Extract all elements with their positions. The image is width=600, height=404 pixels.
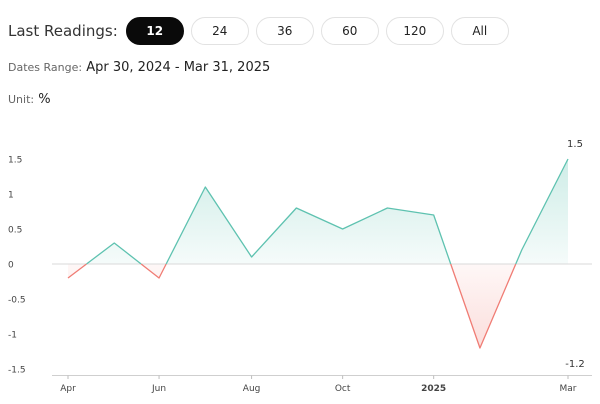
x-tick-label: Apr — [60, 384, 76, 394]
range-pill-12[interactable]: 12 — [125, 17, 184, 45]
x-tick-label: 2025 — [421, 384, 446, 394]
positive-area-3 — [166, 187, 451, 264]
x-tick-label: Aug — [243, 384, 261, 394]
negative-area-4 — [450, 264, 516, 348]
negative-line-2 — [140, 263, 167, 279]
range-pill-24[interactable]: 24 — [190, 17, 249, 45]
negative-area-2 — [141, 264, 167, 278]
positive-line-5 — [515, 158, 569, 265]
x-tick-label: Jun — [151, 384, 166, 394]
range-selector: 12 24 36 60 120 All — [125, 17, 516, 45]
negative-line-4 — [450, 263, 517, 349]
range-pill-all[interactable]: All — [450, 17, 509, 45]
max-value-label: 1.5 — [567, 139, 583, 150]
y-tick-label: 1 — [8, 191, 14, 201]
dates-range: Dates Range: Apr 30, 2024 - Mar 31, 2025 — [8, 60, 270, 75]
x-tick-label: Oct — [335, 384, 351, 394]
y-tick-label: 0 — [8, 261, 14, 271]
y-tick-label: -1 — [8, 331, 17, 341]
range-pill-36[interactable]: 36 — [255, 17, 314, 45]
y-tick-label: -1.5 — [8, 366, 26, 376]
min-value-label: -1.2 — [565, 359, 585, 370]
positive-area-1 — [86, 243, 142, 264]
unit-value: % — [38, 92, 51, 107]
range-pill-120[interactable]: 120 — [385, 17, 444, 45]
positive-line-3 — [165, 186, 452, 265]
toolbar: Last Readings: 12 24 36 60 120 All — [8, 16, 516, 46]
x-tick-label: Mar — [560, 384, 577, 394]
last-readings-label: Last Readings: — [8, 22, 118, 40]
y-tick-label: 1.5 — [8, 156, 22, 166]
dates-range-label: Dates Range: — [8, 61, 83, 74]
positive-line-1 — [86, 242, 142, 265]
negative-line-0 — [67, 263, 87, 279]
y-tick-label: -0.5 — [8, 296, 26, 306]
dates-range-value: Apr 30, 2024 - Mar 31, 2025 — [86, 60, 271, 75]
unit-line: Unit: % — [8, 92, 51, 107]
unit-label: Unit: — [8, 93, 35, 106]
y-tick-label: 0.5 — [8, 226, 22, 236]
range-pill-60[interactable]: 60 — [320, 17, 379, 45]
